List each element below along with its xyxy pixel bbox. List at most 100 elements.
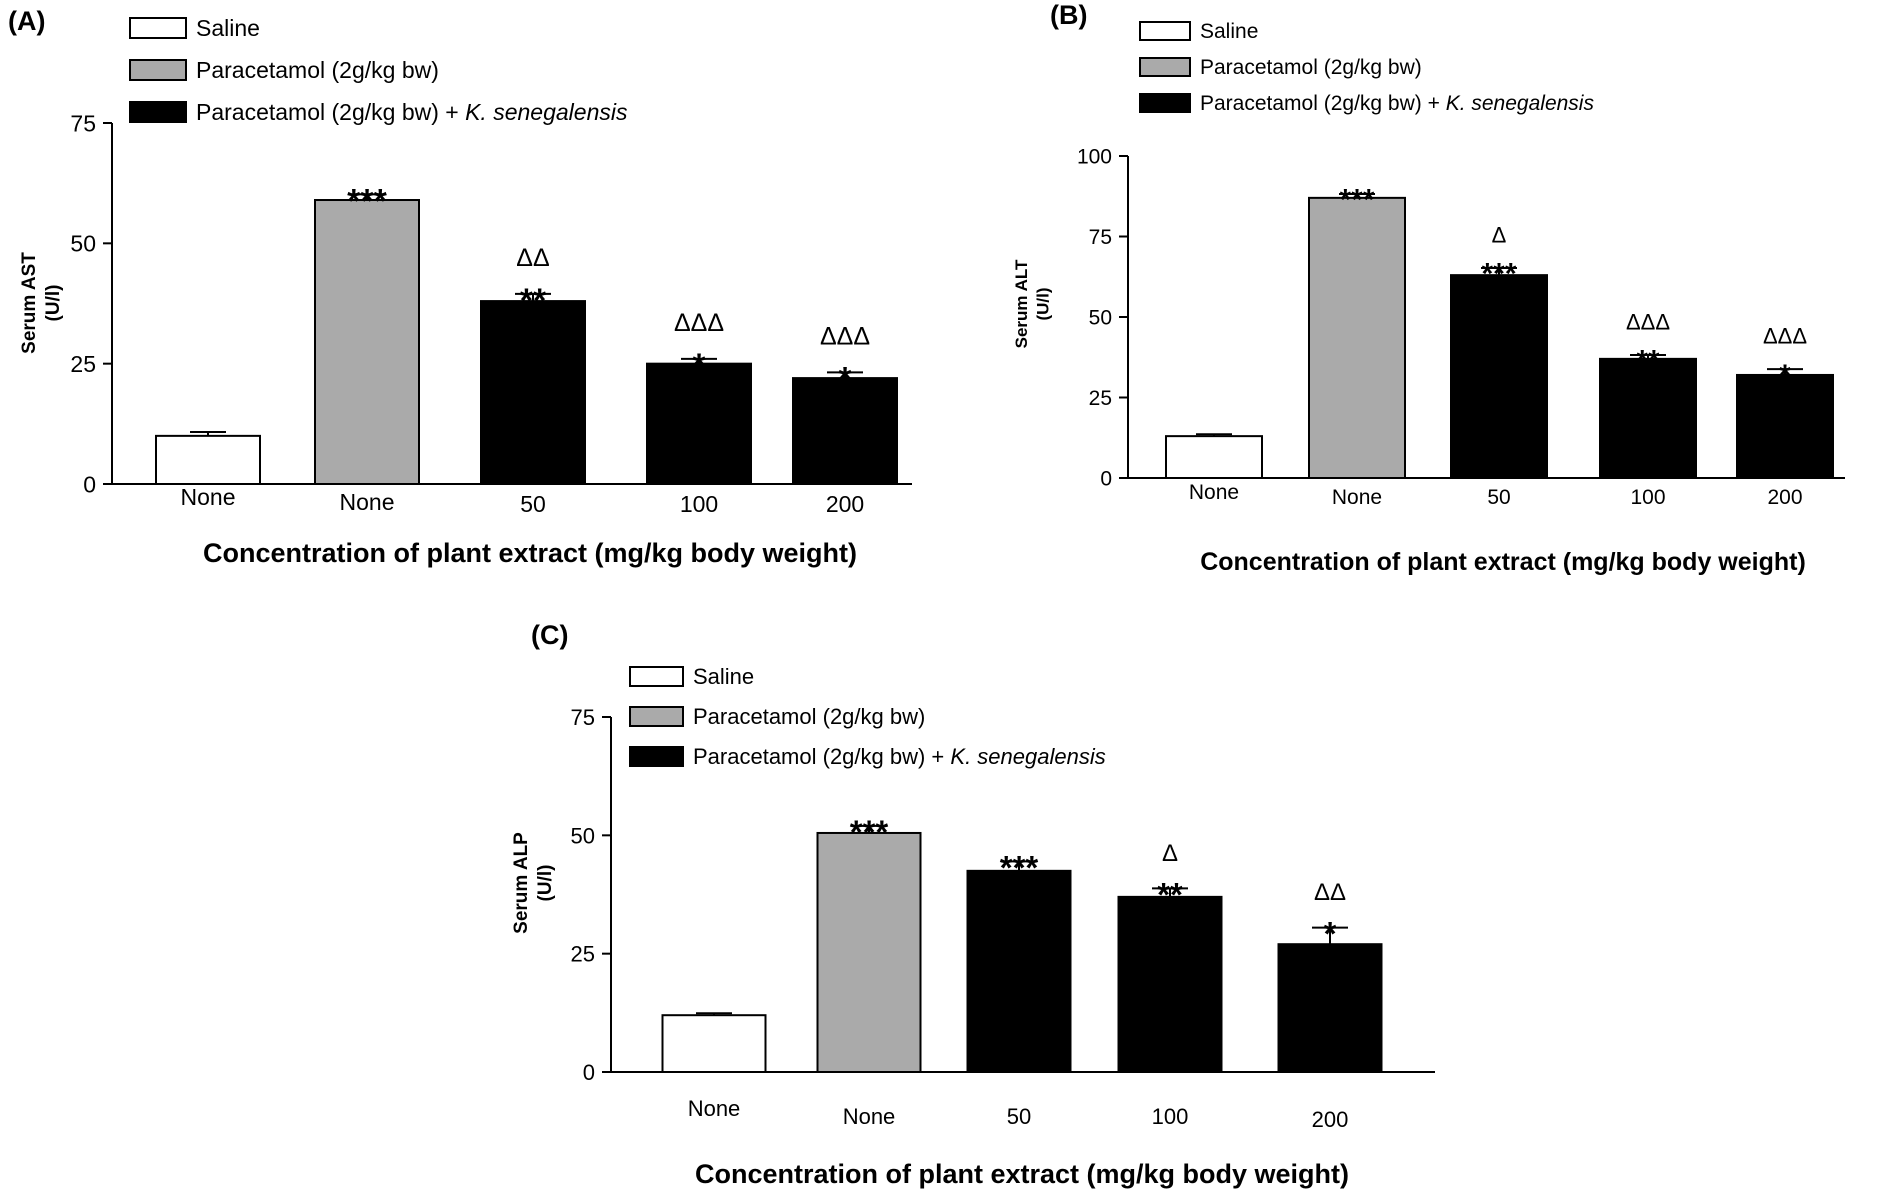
x-tick-label: None xyxy=(340,489,395,515)
y-tick-label: 0 xyxy=(583,1060,595,1085)
x-tick-label: 100 xyxy=(1152,1104,1189,1129)
error-bar xyxy=(1767,368,1803,375)
y-tick-label: 0 xyxy=(1100,468,1112,491)
panel-label: (C) xyxy=(531,620,568,650)
significance-label: * xyxy=(1779,359,1791,392)
x-tick-label: 200 xyxy=(826,491,864,517)
significance-label: *** xyxy=(1481,258,1516,291)
x-tick-label: 50 xyxy=(520,491,546,517)
error-bar xyxy=(1152,887,1188,897)
y-tick-label: 25 xyxy=(70,351,96,377)
x-tick-label: 200 xyxy=(1312,1107,1349,1132)
x-tick-label: None xyxy=(1189,481,1239,504)
error-bar xyxy=(851,824,887,833)
legend-label: Paracetamol (2g/kg bw) + K. senegalensis xyxy=(693,744,1106,769)
y-tick-label: 75 xyxy=(1089,226,1112,249)
significance-label: ** xyxy=(1157,876,1183,913)
x-tick-label: None xyxy=(688,1096,741,1121)
delta-label: Δ xyxy=(1492,222,1507,247)
y-tick-label: 25 xyxy=(571,942,595,967)
significance-label: *** xyxy=(850,813,889,850)
legend-label: Paracetamol (2g/kg bw) xyxy=(196,57,439,83)
legend-swatch xyxy=(629,666,684,687)
error-bar xyxy=(827,371,863,379)
legend: Saline Paracetamol (2g/kg bw) Paracetamol … xyxy=(1139,20,1594,115)
bar xyxy=(1736,373,1834,479)
x-tick-label: 50 xyxy=(1007,1104,1031,1129)
bar xyxy=(1117,895,1223,1073)
bar xyxy=(314,199,420,485)
error-bar xyxy=(1312,926,1348,945)
significance-label: ** xyxy=(1636,345,1660,378)
legend-label: Paracetamol (2g/kg bw) + K. senegalensis xyxy=(1200,92,1594,115)
legend-label: Saline xyxy=(196,15,260,41)
bar xyxy=(966,869,1072,1073)
legend-swatch xyxy=(629,746,684,767)
y-axis-label: Serum ALP (U/l) xyxy=(511,832,556,934)
bar xyxy=(1450,274,1548,480)
bar xyxy=(646,362,752,485)
x-tick-label: 50 xyxy=(1487,486,1510,509)
error-bar xyxy=(1196,433,1232,437)
bar xyxy=(1308,196,1406,480)
chart-panel-a: (A) Saline Paracetamol (2g/kg bw) Paracetam… xyxy=(8,6,912,568)
legend: Saline Paracetamol (2g/kg bw) Paracetamol … xyxy=(629,664,1106,769)
legend-swatch xyxy=(1139,21,1191,41)
x-tick-label: 100 xyxy=(680,491,718,517)
legend-label: Saline xyxy=(1200,20,1258,43)
y-axis-label: Serum ALT (U/l) xyxy=(1012,259,1052,348)
delta-label: ΔΔ xyxy=(516,244,549,272)
chart-panel-b: (B) Saline Paracetamol (2g/kg bw) Paracetam… xyxy=(1012,0,1845,576)
bar xyxy=(1165,435,1263,480)
bar xyxy=(1277,943,1383,1074)
significance-label: * xyxy=(1324,915,1337,952)
significance-label: *** xyxy=(1339,184,1374,217)
significance-label: *** xyxy=(347,182,387,220)
panel-label: (A) xyxy=(8,6,45,36)
error-bar xyxy=(1001,860,1037,871)
legend-swatch xyxy=(629,706,684,727)
bar xyxy=(155,434,261,486)
panel-label: (B) xyxy=(1050,0,1087,30)
significance-label: * xyxy=(838,360,852,398)
error-bar xyxy=(696,1012,732,1016)
error-bar xyxy=(1481,267,1517,276)
legend-swatch xyxy=(129,59,187,81)
significance-label: * xyxy=(692,347,706,385)
delta-label: Δ xyxy=(1162,840,1178,867)
y-tick-label: 50 xyxy=(70,231,96,257)
error-bar xyxy=(349,193,385,201)
y-axis-label: Serum AST (U/l) xyxy=(19,252,64,354)
legend-label: Paracetamol (2g/kg bw) + K. senegalensis xyxy=(196,99,628,125)
y-tick-label: 25 xyxy=(1089,387,1112,410)
delta-label: ΔΔΔ xyxy=(674,309,724,337)
x-axis-label: Concentration of plant extract (mg/kg bo… xyxy=(203,538,857,568)
delta-label: ΔΔΔ xyxy=(1626,309,1670,334)
y-tick-label: 50 xyxy=(1089,307,1112,330)
x-tick-label: None xyxy=(1332,486,1382,509)
legend-swatch xyxy=(129,17,187,39)
error-bar xyxy=(515,292,551,302)
y-tick-label: 0 xyxy=(83,471,96,497)
y-tick-label: 100 xyxy=(1077,146,1112,169)
x-tick-label: None xyxy=(181,484,236,510)
y-tick-label: 50 xyxy=(571,823,595,848)
chart-panel-c: (C) Saline Paracetamol (2g/kg bw) Paracetam… xyxy=(511,620,1435,1189)
legend-label: Paracetamol (2g/kg bw) xyxy=(693,704,925,729)
bar xyxy=(792,377,898,485)
x-tick-label: 200 xyxy=(1767,486,1802,509)
legend: Saline Paracetamol (2g/kg bw) Paracetamol … xyxy=(129,15,628,125)
legend-swatch xyxy=(1139,93,1191,113)
legend-label: Saline xyxy=(693,664,754,689)
x-axis-label: Concentration of plant extract (mg/kg bo… xyxy=(695,1159,1349,1189)
x-tick-label: 100 xyxy=(1630,486,1665,509)
x-axis-label: Concentration of plant extract (mg/kg bo… xyxy=(1200,548,1806,576)
error-bar xyxy=(1339,192,1375,198)
significance-label: *** xyxy=(1000,849,1039,886)
error-bar xyxy=(1630,353,1666,359)
bar xyxy=(480,300,586,485)
legend-label: Paracetamol (2g/kg bw) xyxy=(1200,56,1422,79)
legend-swatch xyxy=(129,101,187,123)
legend-swatch xyxy=(1139,57,1191,77)
